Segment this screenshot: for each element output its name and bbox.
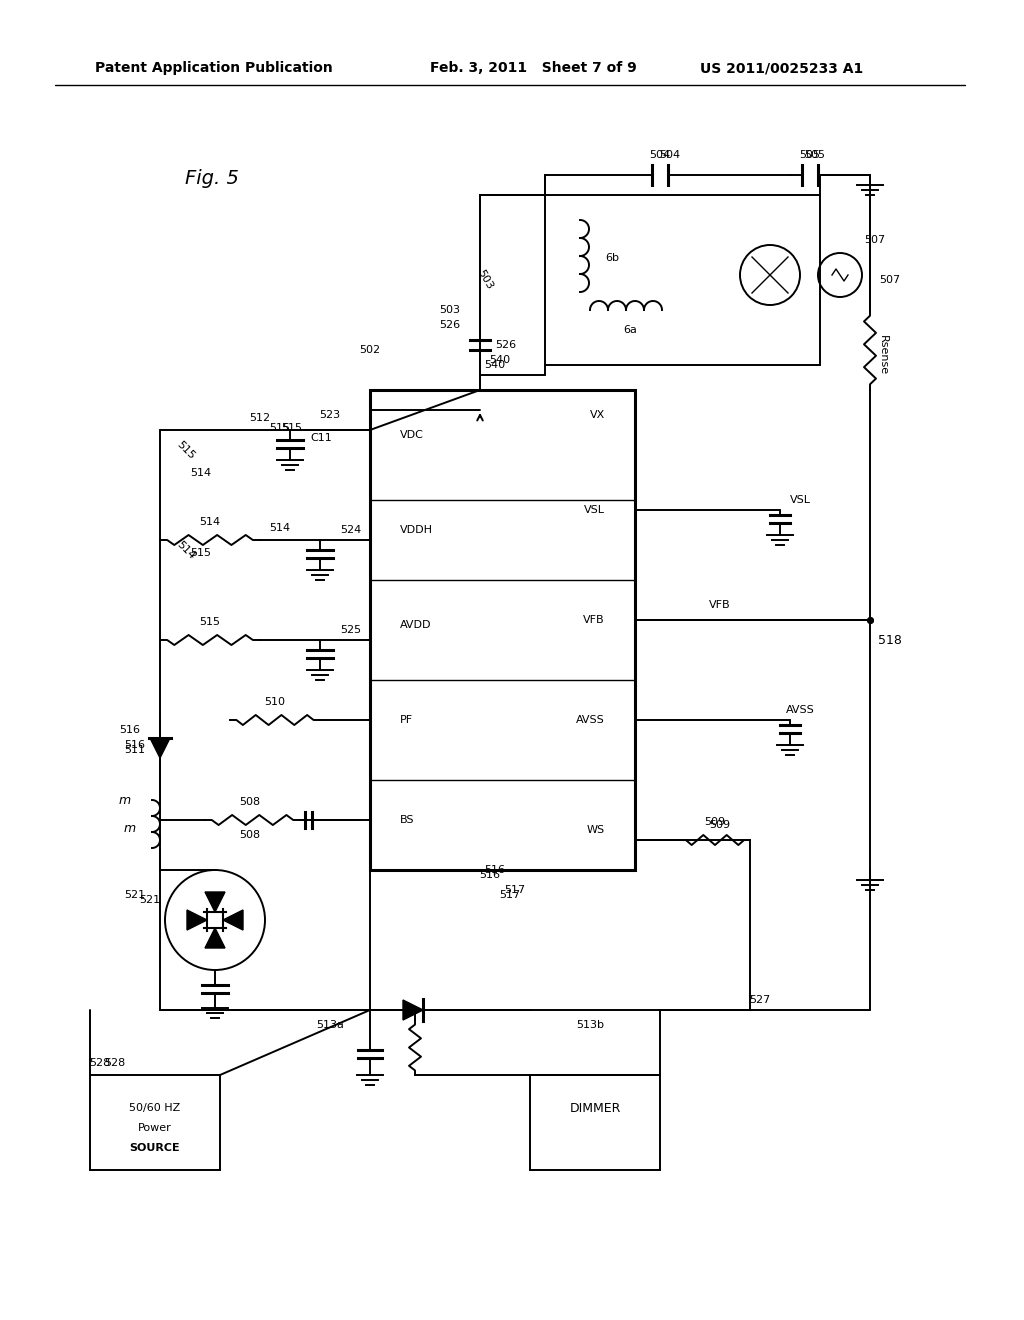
Text: WS: WS (587, 825, 605, 836)
Text: 504: 504 (659, 150, 681, 160)
Text: 540: 540 (484, 360, 506, 370)
Text: 526: 526 (495, 341, 516, 350)
Text: Power: Power (138, 1123, 172, 1133)
Text: Rsense: Rsense (878, 335, 888, 375)
Text: 521: 521 (125, 890, 145, 900)
Text: 513a: 513a (316, 1020, 344, 1030)
Text: 509: 509 (705, 817, 726, 828)
Text: C11: C11 (310, 433, 332, 444)
Text: 521: 521 (139, 895, 161, 906)
Bar (530, 1074, 660, 1170)
Text: 503: 503 (439, 305, 461, 315)
Text: 525: 525 (340, 624, 361, 635)
Text: DIMMER: DIMMER (569, 1101, 621, 1114)
Bar (370, 389, 635, 870)
Text: 508: 508 (240, 797, 260, 807)
Text: 505: 505 (805, 150, 825, 160)
Text: VDDH: VDDH (400, 525, 433, 535)
Polygon shape (187, 909, 207, 931)
Polygon shape (205, 892, 225, 912)
Text: Fig. 5: Fig. 5 (185, 169, 239, 187)
Text: 503: 503 (475, 268, 495, 292)
Text: 514: 514 (200, 517, 220, 527)
Text: SOURCE: SOURCE (130, 1143, 180, 1152)
Text: 513b: 513b (575, 1020, 604, 1030)
Text: 50/60 HZ: 50/60 HZ (129, 1104, 180, 1113)
Text: 517: 517 (500, 890, 520, 900)
Bar (545, 195, 820, 366)
Text: 508: 508 (240, 830, 260, 840)
Text: 527: 527 (750, 995, 771, 1005)
Text: VDC: VDC (400, 430, 424, 440)
Text: 516: 516 (120, 725, 140, 735)
Text: 504: 504 (649, 150, 671, 160)
Text: 512: 512 (250, 413, 270, 422)
Text: 6b: 6b (605, 253, 618, 263)
Text: 526: 526 (439, 319, 461, 330)
Text: 523: 523 (319, 411, 341, 420)
Text: 540: 540 (489, 355, 511, 366)
Text: AVDD: AVDD (400, 620, 431, 630)
Text: AVSS: AVSS (577, 715, 605, 725)
Text: 515: 515 (200, 616, 220, 627)
Polygon shape (223, 909, 243, 931)
Text: m: m (124, 821, 136, 834)
Text: 507: 507 (864, 235, 886, 246)
Text: 516: 516 (125, 741, 145, 750)
Text: 505: 505 (800, 150, 820, 160)
Text: m: m (119, 793, 131, 807)
Polygon shape (150, 738, 170, 758)
Text: VX: VX (590, 411, 605, 420)
Text: 515: 515 (269, 422, 291, 433)
Text: 524: 524 (340, 525, 361, 535)
Text: 516: 516 (484, 865, 506, 875)
Text: 511: 511 (125, 744, 145, 755)
Polygon shape (403, 1001, 423, 1020)
Text: 517: 517 (505, 884, 525, 895)
Text: 514: 514 (175, 539, 197, 561)
Text: 6a: 6a (623, 325, 637, 335)
Text: PF: PF (400, 715, 413, 725)
Text: 528: 528 (104, 1059, 126, 1068)
Text: BS: BS (400, 814, 415, 825)
Text: VFB: VFB (584, 615, 605, 624)
Bar (90, 1074, 220, 1170)
Text: 515: 515 (175, 440, 197, 461)
Text: Patent Application Publication: Patent Application Publication (95, 61, 333, 75)
Text: 514: 514 (269, 523, 291, 533)
Text: 502: 502 (359, 345, 381, 355)
Text: VSL: VSL (584, 506, 605, 515)
Text: 515: 515 (190, 548, 211, 558)
Text: 515: 515 (282, 422, 302, 433)
Text: 528: 528 (89, 1059, 111, 1068)
Text: 516: 516 (479, 870, 501, 880)
Text: VFB: VFB (710, 601, 731, 610)
Text: Feb. 3, 2011   Sheet 7 of 9: Feb. 3, 2011 Sheet 7 of 9 (430, 61, 637, 75)
Text: 509: 509 (710, 820, 730, 830)
Text: AVSS: AVSS (785, 705, 814, 715)
Text: 507: 507 (880, 275, 900, 285)
Text: 514: 514 (190, 469, 211, 478)
Text: 518: 518 (878, 634, 902, 647)
Text: US 2011/0025233 A1: US 2011/0025233 A1 (700, 61, 863, 75)
Polygon shape (205, 928, 225, 948)
Text: 510: 510 (264, 697, 286, 708)
Text: VSL: VSL (790, 495, 811, 506)
